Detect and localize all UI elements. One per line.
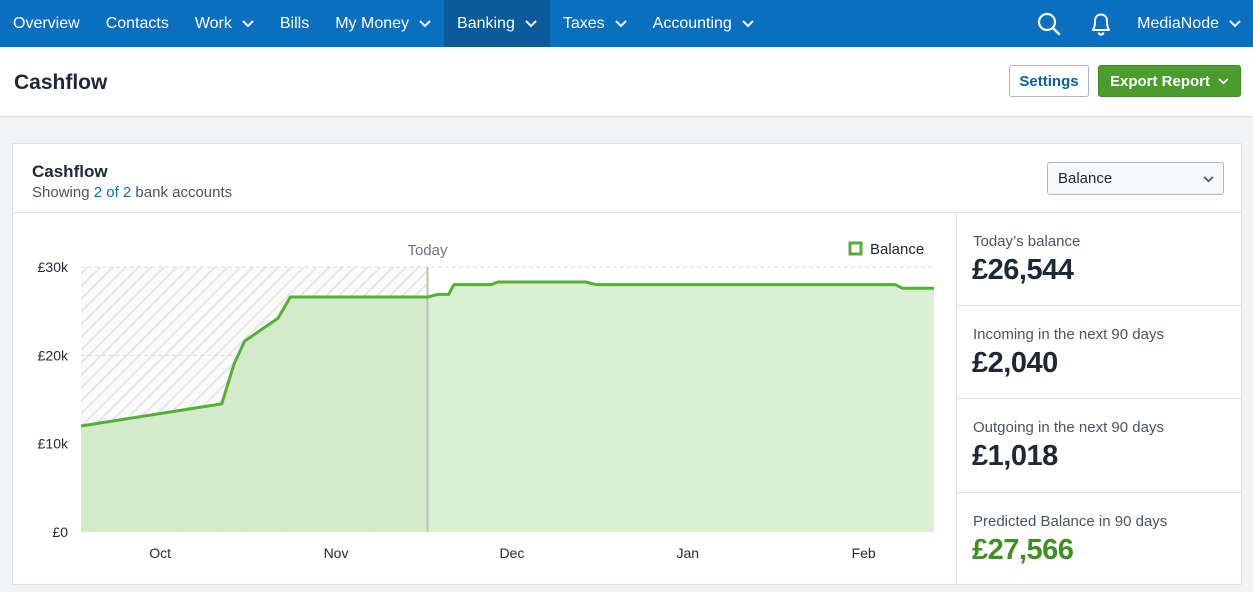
nav-item-bills[interactable]: Bills [267,0,322,47]
subtitle-prefix: Showing [32,184,94,201]
chevron-down-icon [1229,19,1241,27]
chevron-down-icon [614,19,627,27]
y-tick-label: £20k [38,347,69,363]
nav-items: Overview Contacts Work Bills My Money Banking… [0,0,767,47]
stat-item: Today’s balance £26,544 [957,213,1242,306]
nav-item-taxes[interactable]: Taxes [550,0,640,47]
search-icon[interactable] [1023,0,1075,47]
stat-item: Outgoing in the next 90 days £1,018 [957,399,1242,493]
nav-item-banking[interactable]: Banking [444,0,550,47]
stat-label: Outgoing in the next 90 days [973,419,1164,436]
nav-item-label: Work [194,14,232,32]
x-tick-label: Oct [149,545,171,561]
balance-line [80,280,934,428]
top-navigation: Overview Contacts Work Bills My Money Banking… [0,0,1253,47]
stat-value: £26,544 [972,254,1074,286]
nav-item-label: Bills [279,14,310,32]
chevron-down-icon [1218,77,1229,84]
card-subtitle: Showing 2 of 2 bank accounts [32,184,232,201]
cashflow-chart: £0 £10k £20k £30k Today Oct Nov Dec Jan Feb Balanc… [38,241,934,561]
cashflow-card: Cashflow Showing 2 of 2 bank accounts Ba… [12,143,1242,585]
subtitle-suffix: bank accounts [131,184,233,201]
chevron-down-icon [419,19,431,27]
nav-item-label: Taxes [562,14,605,32]
nav-item-overview[interactable]: Overview [0,0,93,47]
account-menu[interactable]: MediaNode [1127,15,1253,33]
chevron-down-icon [742,19,754,27]
stat-item: Predicted Balance in 90 days £27,566 [957,493,1242,585]
nav-item-label: Overview [13,14,80,32]
nav-item-my-money[interactable]: My Money [322,0,444,47]
x-tick-label: Dec [499,545,524,561]
stat-value: £2,040 [972,347,1058,379]
chevron-down-icon [1203,176,1214,183]
stat-label: Incoming in the next 90 days [973,326,1164,343]
nav-item-label: Banking [457,14,515,32]
chart-view-value: Balance [1058,170,1113,187]
y-tick-label: £0 [52,524,68,540]
legend-swatch [848,241,863,256]
stat-label: Today’s balance [973,233,1081,250]
chevron-down-icon [242,19,254,27]
card-header: Cashflow Showing 2 of 2 bank accounts Ba… [13,144,1241,213]
nav-right: MediaNode [1023,0,1253,47]
bell-icon[interactable] [1075,0,1127,47]
legend-label: Balance [870,241,924,258]
settings-button[interactable]: Settings [1009,65,1089,97]
card-title: Cashflow [32,162,108,181]
nav-item-label: My Money [335,14,410,32]
x-tick-label: Jan [676,545,699,561]
chevron-down-icon [525,19,537,27]
chart-view-select[interactable]: Balance [1047,162,1224,195]
x-tick-label: Nov [324,545,349,561]
account-name: MediaNode [1137,14,1219,32]
today-label: Today [407,242,448,259]
nav-item-contacts[interactable]: Contacts [93,0,182,47]
y-tick-label: £10k [38,436,69,452]
stat-value: £1,018 [972,440,1058,472]
page-title: Cashflow [14,71,108,94]
stat-value: £27,566 [972,534,1074,566]
nav-item-work[interactable]: Work [182,0,267,47]
past-balance-area [81,297,428,532]
stat-label: Predicted Balance in 90 days [973,513,1168,530]
x-tick-label: Feb [852,545,876,561]
stats-panel: Today’s balance £26,544 Incoming in the ne… [956,213,1242,585]
nav-item-label: Accounting [652,14,732,32]
page-header: Cashflow Settings Export Report [0,47,1253,117]
stat-item: Incoming in the next 90 days £2,040 [957,306,1242,399]
nav-item-label: Contacts [105,14,169,32]
y-tick-label: £30k [38,259,69,275]
nav-item-accounting[interactable]: Accounting [640,0,767,47]
export-report-label: Export Report [1109,72,1210,90]
chart-area: £0 £10k £20k £30k Today Oct Nov Dec Jan Feb Balanc… [13,213,956,585]
export-report-button[interactable]: Export Report [1098,65,1241,97]
bank-accounts-link[interactable]: 2 of 2 [93,184,132,201]
